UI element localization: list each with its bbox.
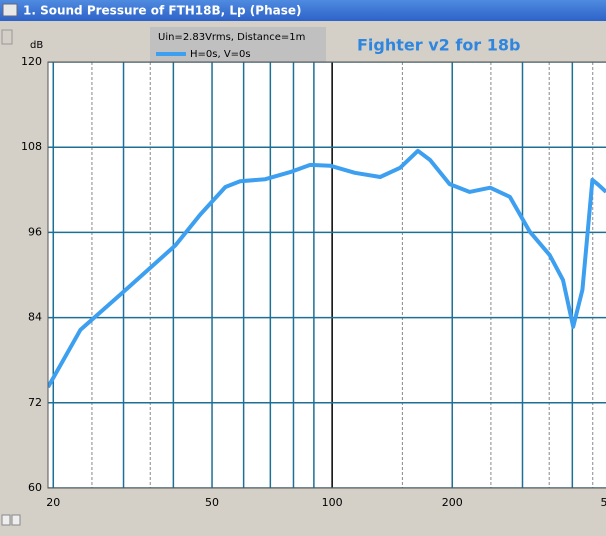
y-unit: dB: [30, 40, 43, 51]
tool-button[interactable]: [12, 515, 20, 525]
y-tick-label: 84: [28, 311, 42, 324]
x-tick-label: 100: [322, 496, 343, 509]
legend-header: Uin=2.83Vrms, Distance=1m: [158, 32, 305, 43]
legend-label: H=0s, V=0s: [190, 49, 251, 60]
y-tick-label: 120: [21, 55, 42, 68]
x-tick-label: 500: [601, 496, 606, 509]
window-icon[interactable]: [3, 4, 17, 16]
tool-button[interactable]: [2, 515, 10, 525]
y-tick-label: 108: [21, 140, 42, 153]
x-tick-label: 50: [205, 496, 219, 509]
y-tick-label: 60: [28, 481, 42, 494]
y-tick-label: 72: [28, 396, 42, 409]
window-title: 1. Sound Pressure of FTH18B, Lp (Phase): [23, 4, 302, 18]
y-tick-label: 96: [28, 225, 42, 238]
scroll-button[interactable]: [2, 30, 12, 44]
annotation: Fighter v2 for 18b: [357, 36, 520, 55]
x-tick-label: 200: [442, 496, 463, 509]
x-tick-label: 20: [46, 496, 60, 509]
